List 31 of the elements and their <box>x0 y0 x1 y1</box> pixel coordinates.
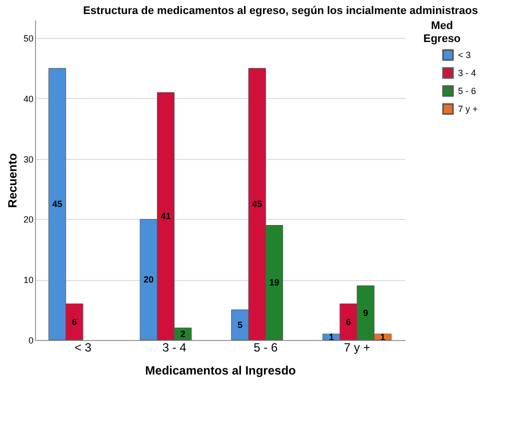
chart-title: Estructura de medicamentos al egreso, según los incialmente administraos <box>83 5 478 17</box>
x-tick-label: 5 - 6 <box>254 340 278 354</box>
data-label: 6 <box>72 316 77 327</box>
legend-label: 7 y + <box>458 104 478 114</box>
data-label: 41 <box>160 211 171 222</box>
y-tick-label: 40 <box>23 94 34 104</box>
x-axis-title: Medicamentos al Ingresdo <box>145 364 296 378</box>
data-label: 20 <box>144 274 154 285</box>
y-axis-title: Recuento <box>5 153 20 208</box>
y-tick-label: 0 <box>28 336 34 346</box>
x-tick-label: < 3 <box>74 340 92 354</box>
text: Egreso <box>423 33 461 45</box>
y-tick-label: 30 <box>23 154 34 164</box>
data-label: 1 <box>328 332 334 342</box>
data-label: 19 <box>269 278 280 288</box>
legend-label: < 3 <box>458 50 471 60</box>
data-label: 5 <box>237 320 242 330</box>
data-label: 45 <box>52 199 62 210</box>
data-label: 1 <box>380 332 386 342</box>
y-tick-label: 10 <box>23 275 34 286</box>
data-label: 6 <box>346 316 351 327</box>
data-label: 9 <box>363 308 368 318</box>
data-label: 45 <box>252 199 262 210</box>
legend-label: 3 - 4 <box>458 68 476 78</box>
x-tick-label: 3 - 4 <box>162 340 187 354</box>
legend-label: 5 - 6 <box>458 86 476 96</box>
data-label: 2 <box>180 328 186 339</box>
y-tick-label: 20 <box>23 214 34 225</box>
y-tick-label: 50 <box>23 34 34 44</box>
text: Med <box>431 20 453 32</box>
x-tick-label: 7 y + <box>344 340 370 354</box>
